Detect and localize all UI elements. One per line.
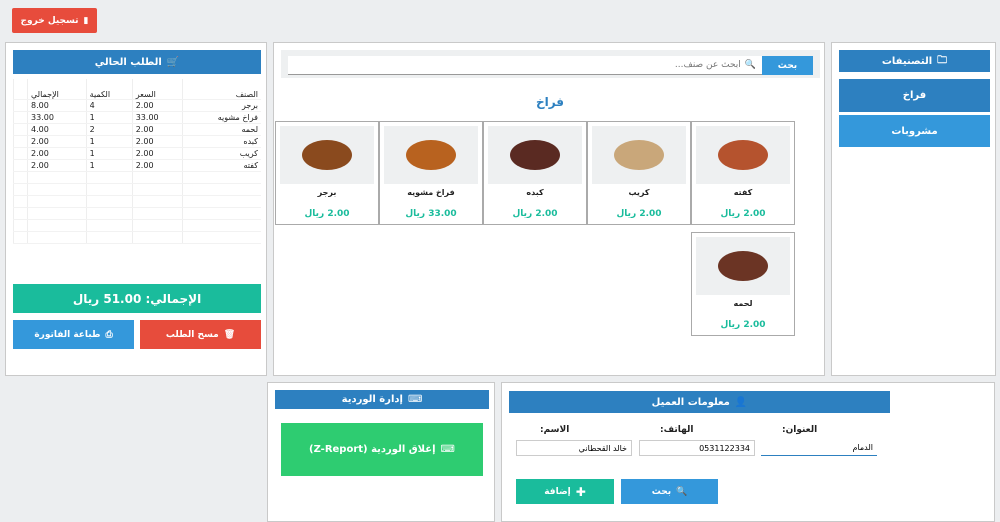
order-row[interactable]: فراخ مشويه 33.00 1 33.00: [13, 111, 261, 124]
item-qty: 1: [85, 111, 133, 124]
search-button[interactable]: بحث: [762, 56, 813, 75]
close-shift-button[interactable]: ⌨ إغلاق الوردية (Z-Report): [281, 423, 483, 476]
product-name: برجر: [317, 188, 337, 197]
product-image: [592, 126, 686, 184]
keyboard-icon: ⌨: [407, 394, 423, 405]
search-input[interactable]: [288, 60, 741, 70]
cart-icon: 🛒: [166, 56, 180, 68]
phone-input[interactable]: [639, 440, 755, 456]
product-card[interactable]: فراخ مشويه 33.00 ريال: [379, 121, 483, 225]
order-panel: 🛒 الطلب الحالي الصنف السعر الكمية الإجمال…: [5, 42, 267, 376]
clear-order-button[interactable]: 🗑 مسح الطلب: [140, 320, 261, 349]
order-row[interactable]: لحمه 2.00 2 4.00: [13, 123, 261, 136]
keyboard-icon: ⌨: [440, 444, 455, 455]
order-header: 🛒 الطلب الحالي: [13, 50, 261, 74]
product-price: 2.00 ريال: [720, 209, 766, 219]
item-price: 33.00: [131, 111, 183, 124]
product-name: كفته: [733, 188, 753, 197]
category-title: فراخ: [535, 95, 565, 109]
customer-panel: 👤 معلومات العميل العنوان: الهاتف: الاسم: …: [501, 382, 995, 522]
product-image: [384, 126, 478, 184]
item-total: 2.00: [27, 147, 87, 160]
product-image: [696, 126, 790, 184]
item-qty: 2: [85, 123, 133, 136]
product-card[interactable]: كبده 2.00 ريال: [483, 121, 587, 225]
product-card[interactable]: لحمه 2.00 ريال: [691, 232, 795, 336]
item-total: 2.00: [27, 159, 87, 172]
item-price: 2.00: [131, 159, 183, 172]
product-card[interactable]: كفته 2.00 ريال: [691, 121, 795, 225]
col-qty: الكمية: [85, 79, 133, 100]
plus-icon: ✚: [575, 484, 586, 499]
item-total: 8.00: [27, 99, 87, 112]
order-row[interactable]: برجر 2.00 4 8.00: [13, 99, 261, 112]
shift-panel: ⌨ إدارة الوردية ⌨ إغلاق الوردية (Z-Report): [267, 382, 495, 522]
item-price: 2.00: [131, 147, 183, 160]
item-qty: 1: [85, 159, 133, 172]
categories-header: 🗀 التصنيفات: [839, 50, 990, 72]
item-qty: 1: [85, 147, 133, 160]
product-name: كريب: [628, 188, 650, 197]
search-icon: 🔍: [676, 486, 688, 497]
add-customer-button[interactable]: ✚ إضافة: [516, 479, 614, 504]
product-image: [280, 126, 374, 184]
address-input[interactable]: [761, 440, 877, 456]
product-price: 2.00 ريال: [304, 209, 350, 219]
product-price: 2.00 ريال: [616, 209, 662, 219]
item-name: برجر: [181, 99, 261, 112]
item-name: لحمه: [181, 123, 261, 136]
product-price: 33.00 ريال: [405, 209, 457, 219]
item-total: 4.00: [27, 123, 87, 136]
item-name: كبده: [181, 135, 261, 148]
item-qty: 1: [85, 135, 133, 148]
name-input[interactable]: [516, 440, 632, 456]
order-row[interactable]: كفته 2.00 1 2.00: [13, 159, 261, 172]
categories-panel: 🗀 التصنيفات فراخ مشروبات: [831, 42, 996, 376]
name-label: الاسم:: [540, 425, 570, 435]
category-chicken[interactable]: فراخ: [839, 79, 990, 112]
product-name: كبده: [526, 188, 544, 197]
print-invoice-button[interactable]: ⎙ طباعة الفاتورة: [13, 320, 134, 349]
order-total: الإجمالي: 51.00 ريال: [13, 284, 261, 313]
products-panel: بحث 🔍 فراخ كفته 2.00 ريال كريب 2.00 ريال…: [273, 42, 825, 376]
item-name: كريب: [181, 147, 261, 160]
product-price: 2.00 ريال: [512, 209, 558, 219]
print-icon: ⎙: [105, 329, 113, 340]
col-item: الصنف: [181, 79, 261, 100]
product-card[interactable]: برجر 2.00 ريال: [275, 121, 379, 225]
col-total: الإجمالي: [27, 79, 87, 100]
product-name: لحمه: [733, 299, 753, 308]
order-row[interactable]: كبده 2.00 1 2.00: [13, 135, 261, 148]
order-table: الصنف السعر الكمية الإجمالي برجر 2.00 4 8.0…: [13, 79, 261, 269]
logout-button[interactable]: ▮ تسجيل خروج: [12, 8, 97, 33]
item-name: كفته: [181, 159, 261, 172]
item-total: 33.00: [27, 111, 87, 124]
search-icon: 🔍: [744, 60, 756, 70]
product-image: [696, 237, 790, 295]
address-label: العنوان:: [782, 425, 818, 435]
exit-icon: ▮: [83, 15, 89, 26]
product-image: [488, 126, 582, 184]
item-price: 2.00: [131, 135, 183, 148]
item-total: 2.00: [27, 135, 87, 148]
col-price: السعر: [131, 79, 183, 100]
item-price: 2.00: [131, 99, 183, 112]
product-card[interactable]: كريب 2.00 ريال: [587, 121, 691, 225]
user-icon: 👤: [734, 396, 748, 408]
item-name: فراخ مشويه: [181, 111, 261, 124]
category-drinks[interactable]: مشروبات: [839, 115, 990, 147]
product-name: فراخ مشويه: [407, 188, 455, 197]
customer-search-button[interactable]: 🔍 بحث: [621, 479, 718, 504]
order-row[interactable]: كريب 2.00 1 2.00: [13, 147, 261, 160]
phone-label: الهاتف:: [660, 425, 694, 435]
trash-icon: 🗑: [223, 329, 236, 340]
product-price: 2.00 ريال: [720, 320, 766, 330]
customer-header: 👤 معلومات العميل: [509, 391, 890, 413]
item-price: 2.00: [131, 123, 183, 136]
shift-header: ⌨ إدارة الوردية: [275, 390, 489, 409]
item-qty: 4: [85, 99, 133, 112]
folder-icon: 🗀: [937, 54, 948, 66]
